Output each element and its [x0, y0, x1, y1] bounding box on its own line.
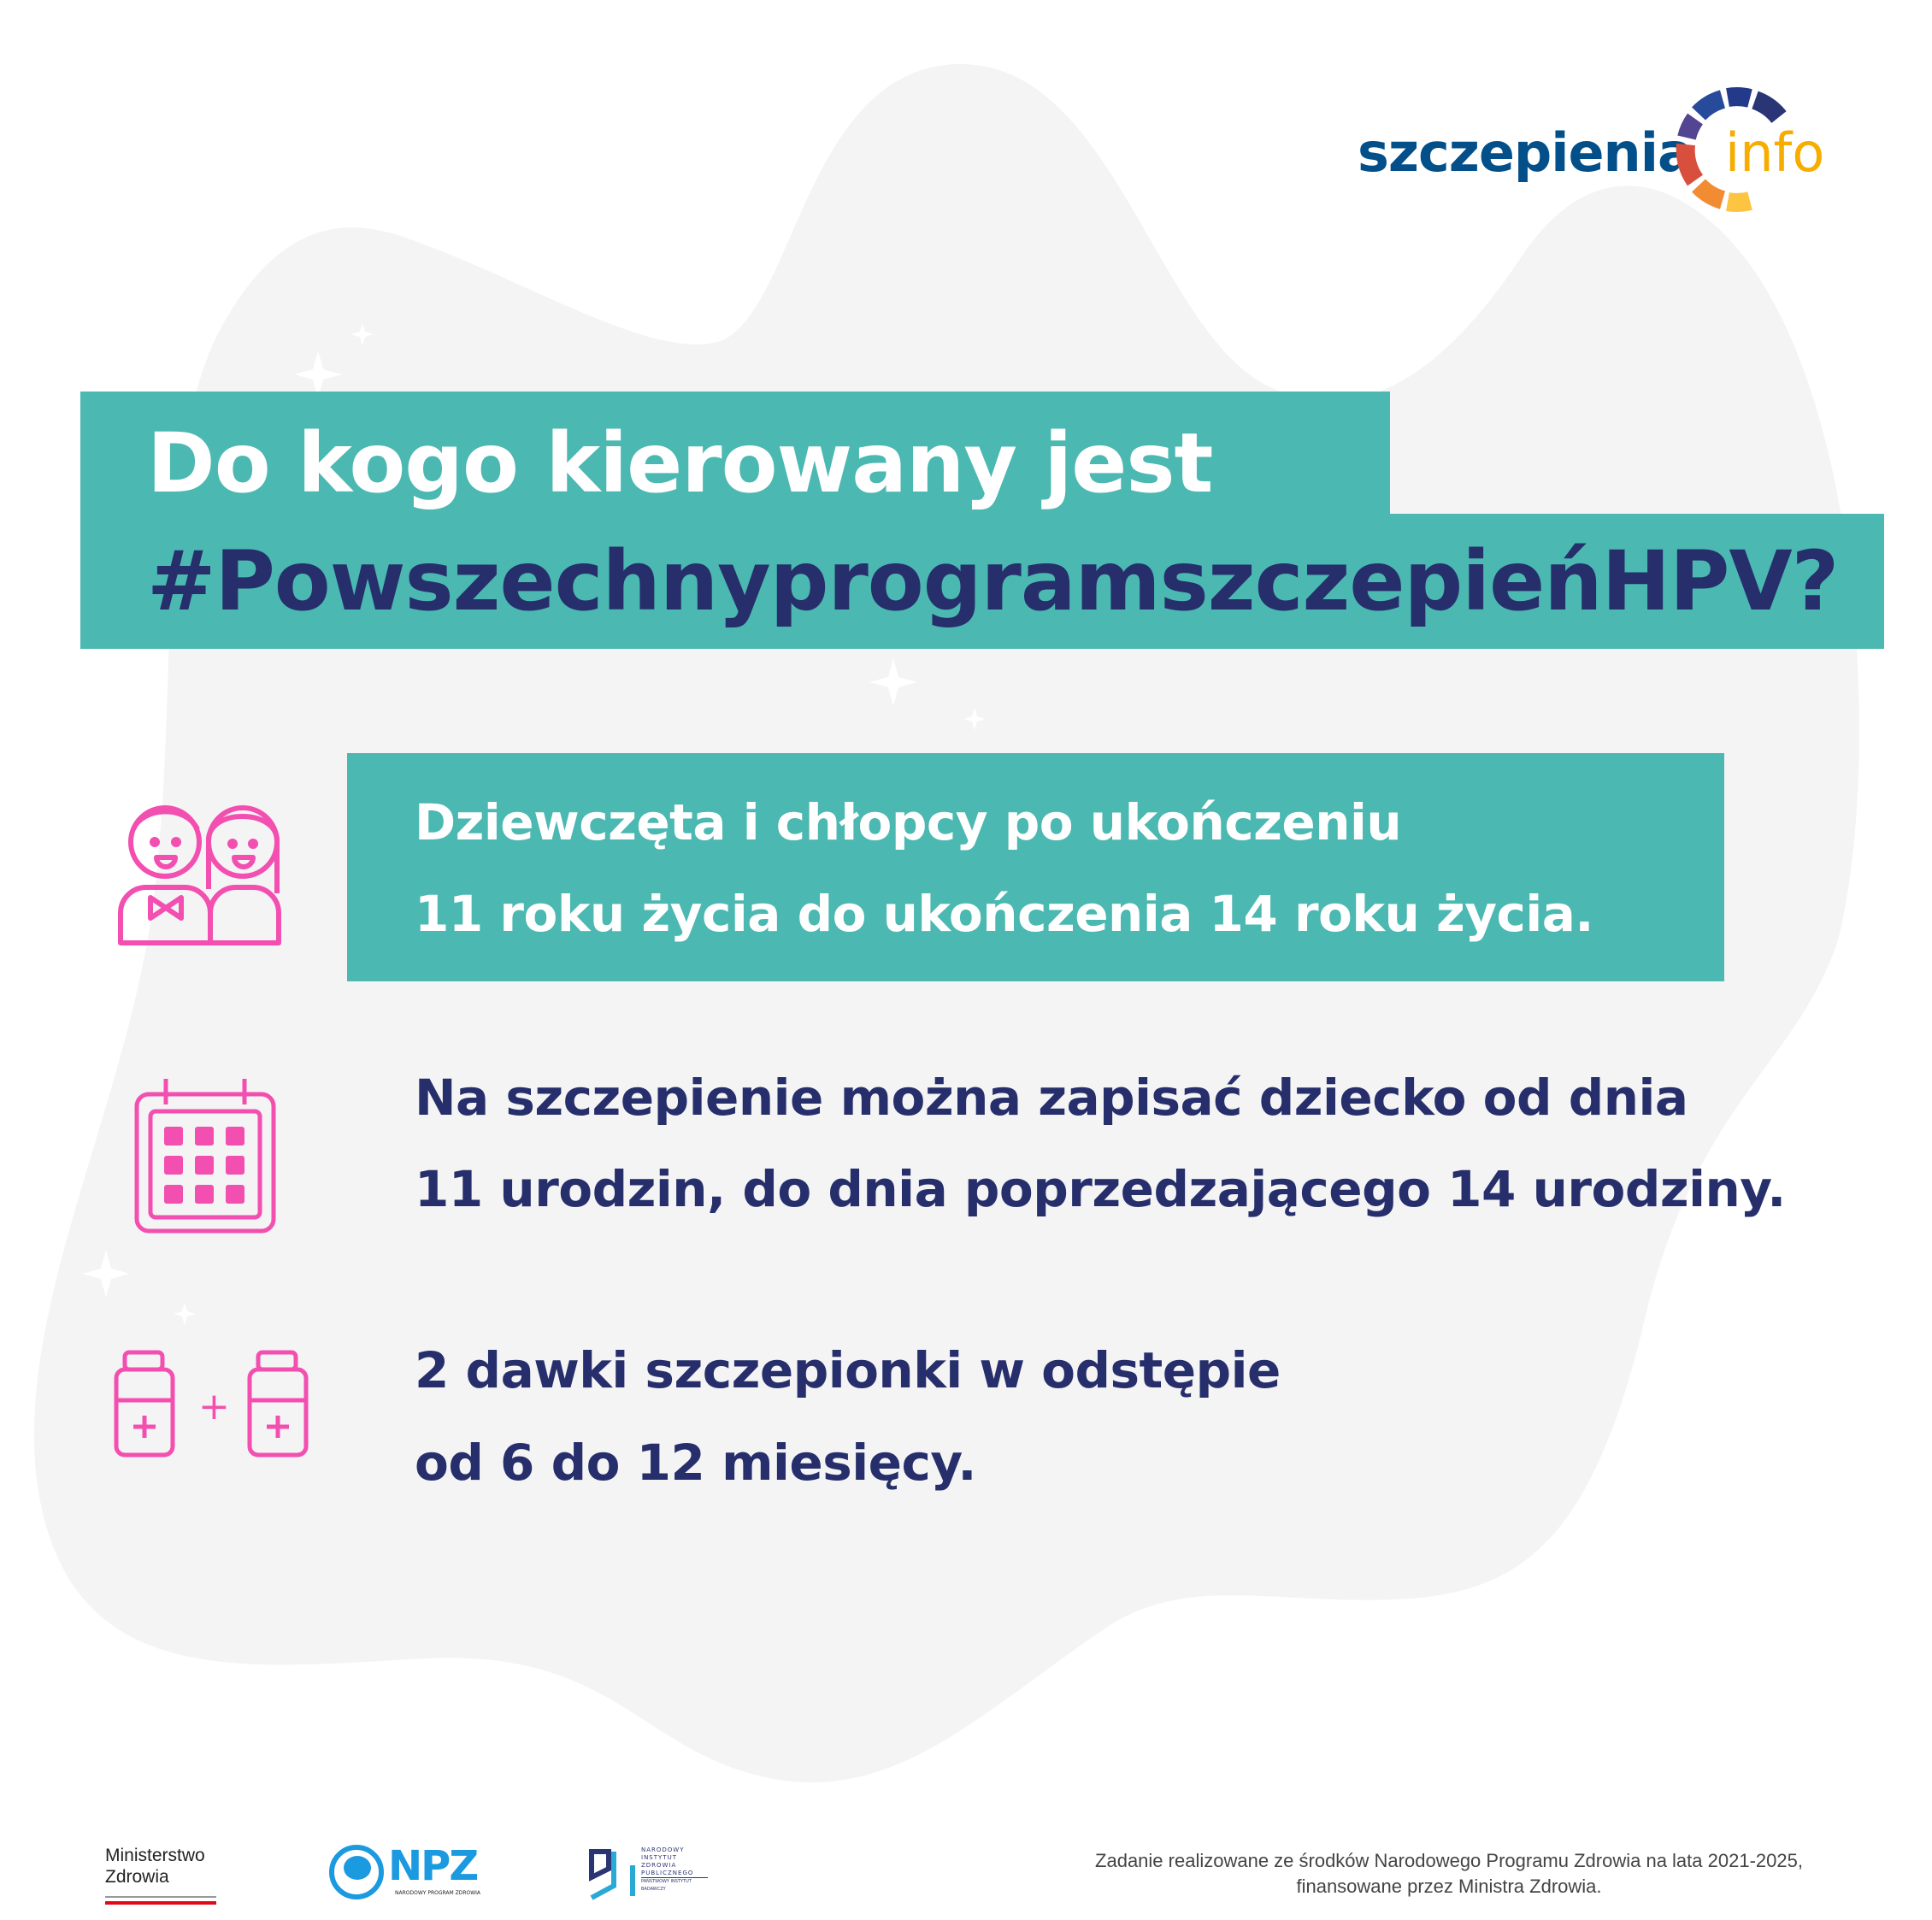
item-3-line-1: 2 dawki szczepionki w odstępie [415, 1341, 1281, 1399]
children-icon [118, 805, 281, 945]
nizp-logo: NARODOWY INSTYTUT ZDROWIA PUBLICZNEGO PA… [588, 1845, 708, 1905]
title-bar-1 [80, 392, 1390, 528]
vaccine-vials-icon [114, 1350, 309, 1458]
title-line-2: #PowszechnyprogramszczepieńHPV? [147, 533, 1839, 629]
title-bar-2 [80, 514, 1884, 649]
logo-ring-icon [1676, 87, 1787, 212]
calendar-icon [134, 1079, 276, 1234]
item-3-line-2: od 6 do 12 miesięcy. [415, 1434, 976, 1492]
ministry-of-health-logo: Ministerstwo Zdrowia [105, 1845, 216, 1905]
npz-logo: NPZ NARODOWY PROGRAM ZDROWIA [328, 1842, 499, 1902]
sparkles [82, 323, 986, 1325]
funding-note: Zadanie realizowane ze środków Narodoweg… [1095, 1850, 1803, 1897]
highlight-box [347, 753, 1724, 981]
item-2-line-1: Na szczepienie można zapisać dziecko od … [415, 1069, 1688, 1127]
item-2-line-2: 11 urodzin, do dnia poprzedzającego 14 u… [415, 1160, 1786, 1218]
plus-sign: + [198, 1385, 230, 1428]
szczepienia-info-logo: szczepienia info [1358, 85, 1836, 214]
logo-text: szczepienia [1358, 121, 1693, 184]
title-line-1: Do kogo kierowany jest [147, 415, 1213, 511]
item-1-line-1: Dziewczęta i chłopcy po ukończeniu [415, 793, 1402, 851]
item-1-line-2: 11 roku życia do ukończenia 14 roku życi… [415, 885, 1593, 943]
logo-info-text: info [1725, 121, 1825, 184]
